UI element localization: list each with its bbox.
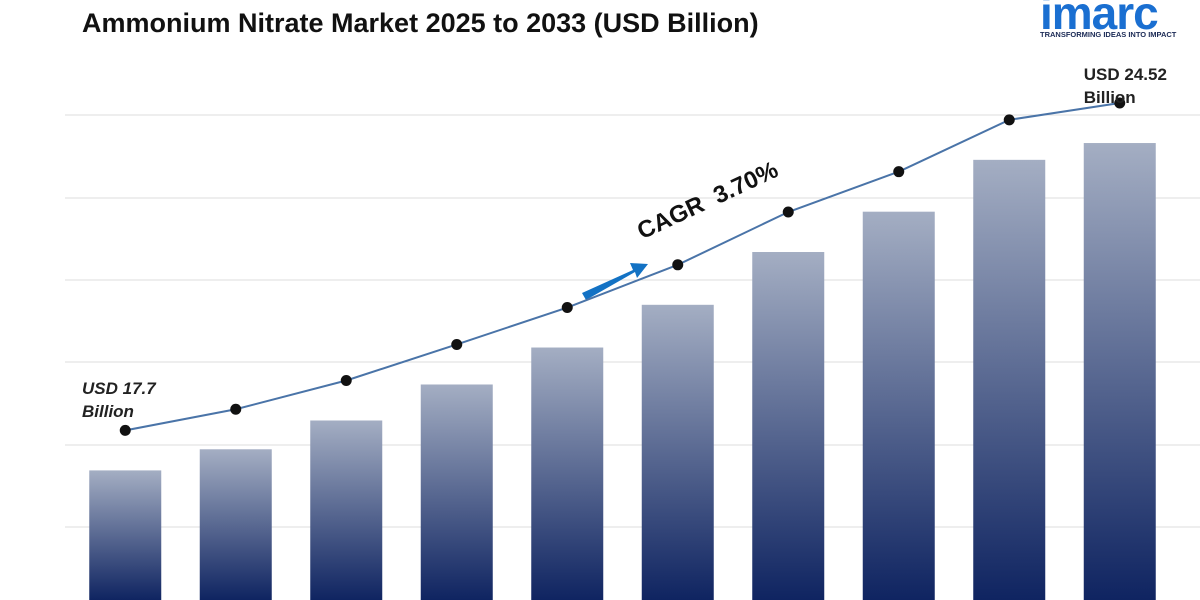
bar	[89, 470, 162, 600]
bar	[752, 252, 825, 600]
trend-point	[1114, 97, 1126, 109]
bar	[862, 211, 935, 600]
bar	[199, 449, 272, 600]
bar	[641, 304, 714, 600]
bar	[420, 384, 493, 600]
trend-point	[782, 206, 794, 218]
value-label: USD 24.52 Billion	[1083, 65, 1167, 108]
trend-line	[125, 102, 1120, 432]
trend-point	[119, 424, 131, 436]
trend-point	[340, 374, 352, 386]
trend-point	[1003, 114, 1015, 126]
bar	[310, 420, 383, 600]
value-label: USD 17.7 Billion	[82, 379, 156, 422]
trend-point	[893, 166, 905, 178]
bar	[531, 347, 604, 600]
trend-point	[672, 259, 684, 271]
bar	[1083, 143, 1156, 600]
trend-point	[451, 338, 463, 350]
trend-point	[561, 302, 573, 314]
bar	[973, 159, 1046, 600]
cagr-arrow	[582, 263, 648, 300]
logo: imarc	[1040, 0, 1159, 39]
trend-point	[230, 403, 242, 415]
chart-title: Ammonium Nitrate Market 2025 to 2033 (US…	[82, 8, 759, 38]
logo-tagline: TRANSFORMING IDEAS INTO IMPACT	[1040, 30, 1177, 39]
